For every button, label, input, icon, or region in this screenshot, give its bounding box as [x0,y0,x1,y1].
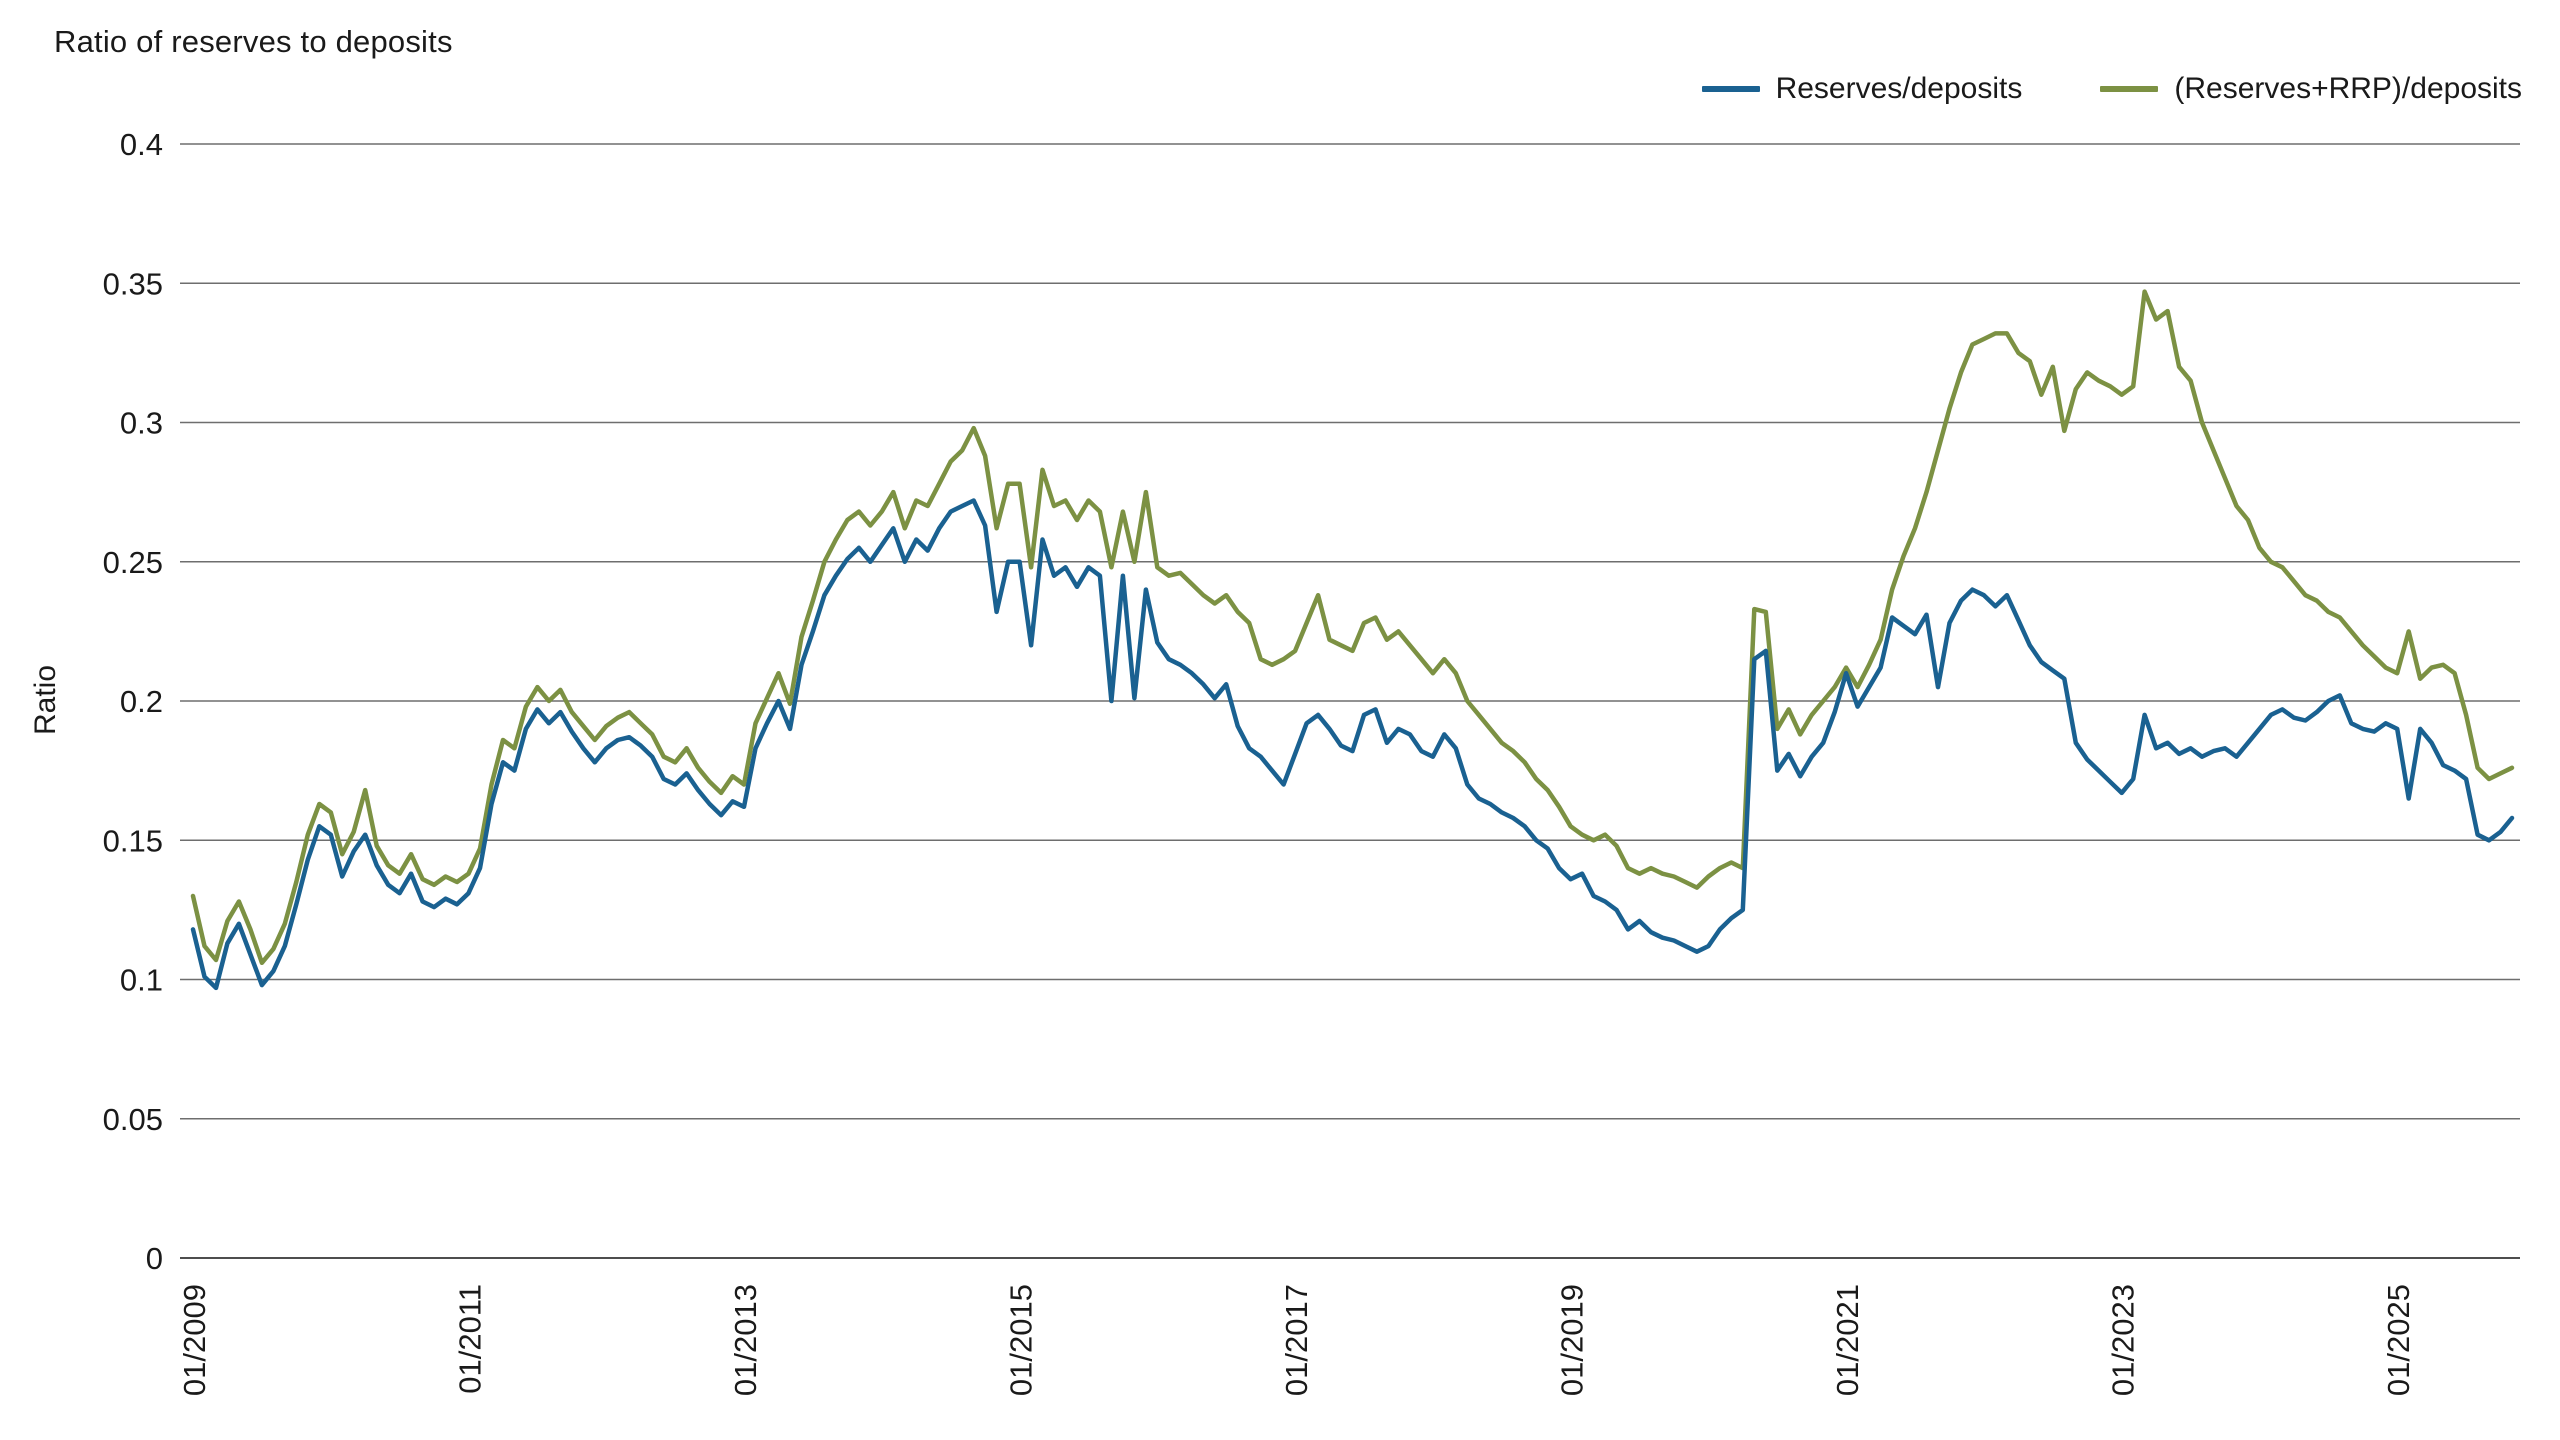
y-tick-label: 0.35 [103,266,163,301]
y-tick-label: 0 [146,1241,163,1276]
x-tick-label: 01/2013 [728,1284,763,1396]
series-line-reserves-deposits [190,498,2515,991]
x-tick-label: 01/2011 [453,1284,488,1394]
series-line-reserves-rrp-deposits [190,289,2515,966]
legend-swatch-reserves-rrp-deposits [2100,86,2159,92]
x-tick-label: 01/2017 [1279,1284,1314,1396]
x-tick-label: 01/2009 [177,1284,212,1396]
legend-label-reserves-deposits: Reserves/deposits [1775,72,2023,105]
legend: Reserves/deposits (Reserves+RRP)/deposit… [1701,72,2522,106]
legend-swatch-reserves-deposits [1701,86,1760,92]
legend-label-reserves-rrp-deposits: (Reserves+RRP)/deposits [2174,72,2522,105]
y-tick-label: 0.1 [120,963,163,998]
y-tick-label: 0.4 [120,127,163,162]
y-tick-label: 0.25 [103,545,163,580]
legend-item-reserves-deposits: Reserves/deposits [1701,72,2023,106]
x-tick-label: 01/2025 [2381,1284,2416,1396]
y-tick-label: 0.15 [103,823,163,858]
y-tick-label: 0.3 [120,406,163,441]
y-tick-label: 0.2 [120,684,163,719]
x-tick-label: 01/2015 [1004,1284,1039,1396]
chart-title: Ratio of reserves to deposits [54,24,453,59]
y-tick-label: 0.05 [103,1102,163,1137]
x-tick-label: 01/2019 [1555,1284,1590,1396]
legend-item-reserves-rrp-deposits: (Reserves+RRP)/deposits [2100,72,2522,106]
x-tick-label: 01/2023 [2106,1284,2141,1396]
x-tick-label: 01/2021 [1830,1284,1865,1396]
